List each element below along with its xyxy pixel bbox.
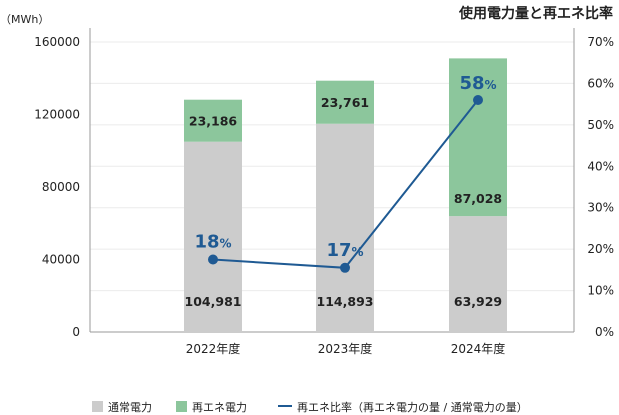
ratio-value-suffix: % <box>485 78 497 92</box>
ratio-value-label: 18% <box>194 232 231 253</box>
bar-normal <box>184 141 242 332</box>
left-tick-label: 80000 <box>42 180 80 194</box>
ratio-line-layer: 18% 17%58% <box>194 73 497 273</box>
bar-normal-value-label: 104,981 <box>185 294 242 309</box>
bar-normal <box>449 216 507 332</box>
category-labels: 2022年度 2023年度 2024年度 <box>186 341 506 356</box>
right-tick-label: 10% <box>587 284 614 298</box>
right-tick-label: 60% <box>587 76 614 90</box>
ratio-value-label: 17% <box>326 240 363 261</box>
bars: 104,981 23,186 114,893 23,761 63,929 87,028 <box>184 58 507 332</box>
legend-label-renewable: 再エネ電力 <box>192 401 247 414</box>
ratio-value-number: 58 <box>459 73 484 94</box>
bar-renewable-value-label: 23,186 <box>189 114 238 129</box>
legend-label-normal: 通常電力 <box>108 401 152 414</box>
ratio-value-suffix: % <box>220 237 232 251</box>
ratio-value-number: 18 <box>194 232 219 253</box>
right-tick-label: 50% <box>587 118 614 132</box>
right-tick-label: 0% <box>595 325 614 339</box>
bar-renewable-value-label: 23,761 <box>321 95 369 110</box>
left-axis-ticks: 0 40000 80000 120000 160000 <box>34 35 80 339</box>
ratio-value-number: 17 <box>326 240 351 261</box>
left-tick-label: 0 <box>72 325 80 339</box>
right-axis-ticks: 0% 10% 20% 30% 40% 50% 60% 70% <box>587 35 614 339</box>
bar-renewable-value-label: 87,028 <box>454 191 502 206</box>
bar-normal-value-label: 63,929 <box>454 294 502 309</box>
category-label: 2024年度 <box>451 341 506 356</box>
category-label: 2022年度 <box>186 341 241 356</box>
legend-label-ratio: 再エネ比率（再エネ電力の量 / 通常電力の量） <box>297 400 528 414</box>
left-tick-label: 40000 <box>42 253 80 267</box>
left-axis-unit: （MWh） <box>0 13 49 26</box>
bar-normal <box>316 123 374 332</box>
legend-swatch-renewable <box>176 401 187 412</box>
bar-renewable <box>184 99 242 142</box>
bar-renewable <box>316 80 374 124</box>
ratio-value-label: 58% <box>459 73 496 94</box>
legend-swatch-normal <box>92 401 103 412</box>
category-label: 2023年度 <box>318 341 373 356</box>
bar-renewable <box>449 58 507 217</box>
ratio-point <box>208 254 218 265</box>
right-tick-label: 30% <box>587 201 614 215</box>
ratio-value-suffix: % <box>352 245 364 259</box>
bar-normal-value-label: 114,893 <box>317 294 374 309</box>
right-tick-label: 70% <box>587 35 614 49</box>
left-tick-label: 160000 <box>34 35 80 49</box>
ratio-point <box>473 95 483 105</box>
right-tick-label: 20% <box>587 242 614 256</box>
left-tick-label: 120000 <box>34 108 80 122</box>
ratio-point <box>340 262 350 273</box>
chart-title: 使用電力量と再エネ比率 <box>458 5 613 22</box>
legend: 通常電力 再エネ電力 再エネ比率（再エネ電力の量 / 通常電力の量） <box>92 400 528 414</box>
right-tick-label: 40% <box>587 159 614 173</box>
